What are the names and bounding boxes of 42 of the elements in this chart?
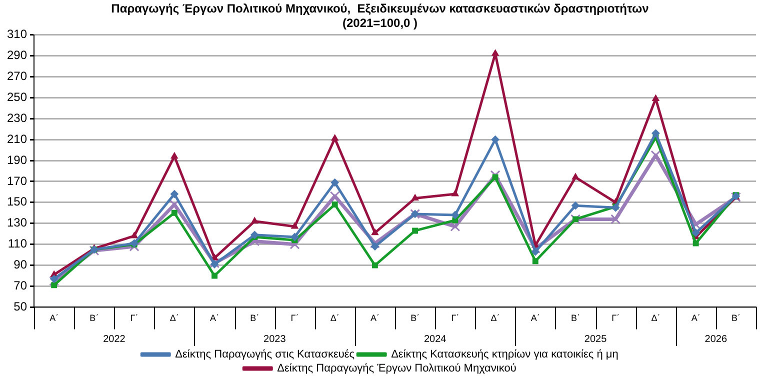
chart-subtitle: (2021=100,0 ) — [342, 16, 418, 30]
legend-label: Δείκτης Παραγωγής στις Κατασκευές — [175, 348, 355, 361]
x-tick-label: Δ΄ — [651, 313, 660, 324]
x-tick-label: Γ΄ — [130, 313, 138, 324]
x-tick-label: Β΄ — [410, 313, 420, 324]
y-tick-label: 90 — [14, 258, 28, 272]
text: 2024 — [424, 334, 447, 345]
y-tick-label: 110 — [8, 236, 28, 251]
y-tick-label: 130 — [6, 216, 28, 230]
y-tick-label: 170 — [6, 174, 28, 188]
x-tick-label: Α΄ — [530, 313, 540, 324]
legend-label: Δείκτης Παραγωγής Έργων Πολιτικού Μηχανικού — [277, 362, 516, 375]
y-tick-label: 270 — [6, 69, 28, 84]
x-tick-label: Α΄ — [50, 313, 59, 324]
text: 2026 — [704, 334, 728, 345]
y-tick-label: 50 — [14, 300, 28, 314]
y-tick-label: 230 — [6, 110, 28, 125]
y-tick-label: 250 — [6, 90, 28, 104]
x-tick-label: Β΄ — [90, 313, 99, 324]
x-tick-label: Γ΄ — [612, 313, 620, 324]
x-tick-label: Α΄ — [370, 313, 380, 324]
x-tick-label: Δ΄ — [170, 313, 179, 324]
chart-title: Παραγωγής Έργων Πολιτικού Μηχανικού, Εξειδικευμένων κατασκευαστικών δραστηριοτήτων — [111, 2, 650, 16]
x-tick-label: Δ΄ — [330, 313, 340, 324]
x-tick-label: Δ΄ — [490, 313, 500, 324]
x-tick-label: Β΄ — [250, 313, 260, 324]
x-tick-label: Α΄ — [691, 313, 700, 324]
text: 2022 — [103, 334, 126, 345]
legend-label: Δείκτης Κατασκευής κτηρίων για κατοικίες ή μη — [391, 348, 618, 361]
x-tick-label: Β΄ — [731, 313, 740, 324]
x-tick-label: Α΄ — [210, 313, 220, 324]
x-tick-label: Γ΄ — [451, 313, 460, 324]
x-tick-label: Γ΄ — [290, 313, 299, 324]
y-tick-label: 210 — [6, 132, 28, 146]
y-tick-label: 150 — [6, 194, 28, 209]
y-tick-label: 70 — [14, 278, 28, 293]
text: 2025 — [584, 334, 608, 345]
y-tick-label: 190 — [6, 152, 28, 167]
y-tick-label: 290 — [6, 48, 28, 62]
text: 2023 — [264, 334, 286, 345]
x-tick-label: Β΄ — [571, 313, 580, 324]
y-tick-label: 310 — [6, 27, 28, 42]
